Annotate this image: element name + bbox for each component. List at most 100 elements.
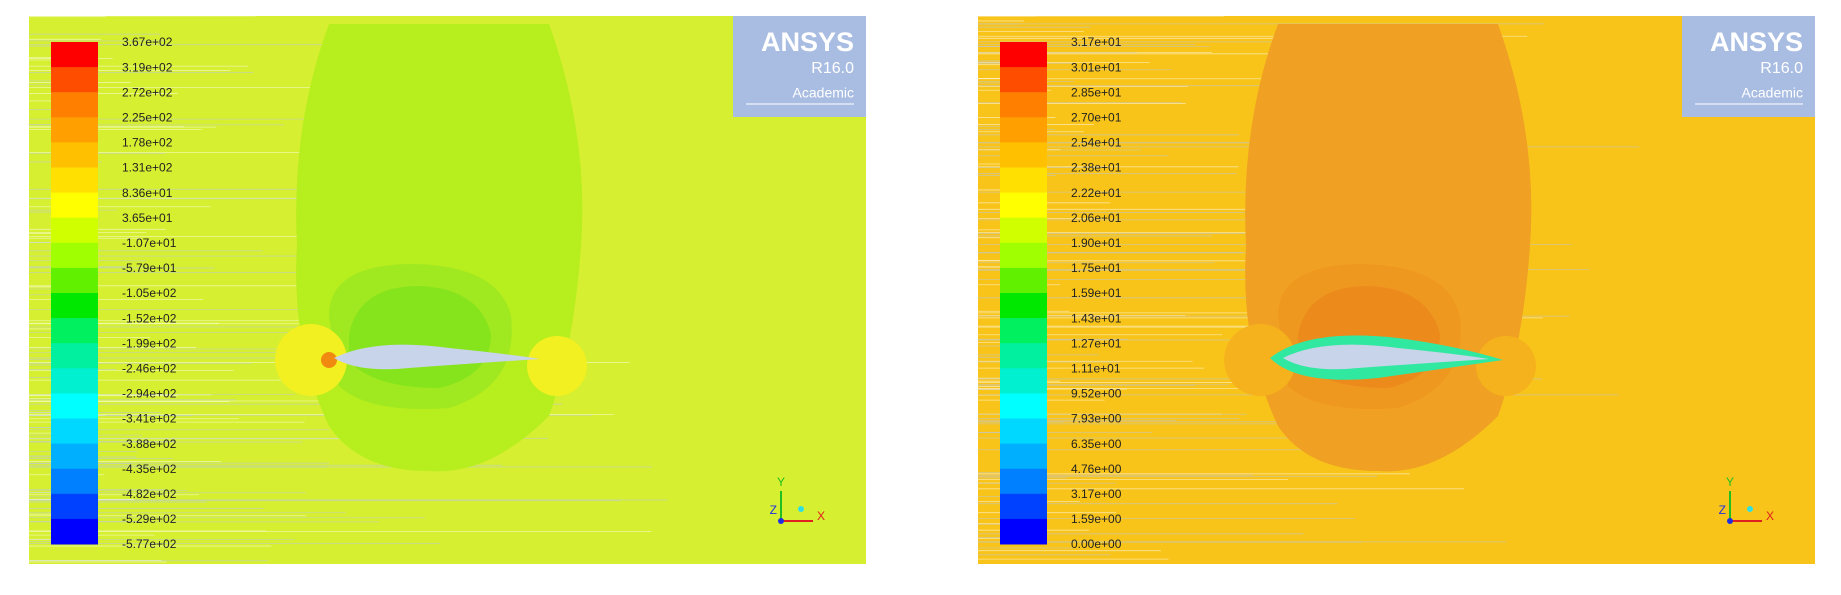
- colorbar-label: 1.11e+01: [1071, 361, 1121, 375]
- colorbar-label: 1.78e+02: [122, 136, 173, 150]
- colorbar-swatch: [1000, 368, 1047, 394]
- colorbar-swatch: [1000, 393, 1047, 419]
- colorbar-swatch: [1000, 518, 1047, 545]
- colorbar-label: 1.43e+01: [1071, 311, 1122, 325]
- colorbar-swatch: [1000, 217, 1047, 244]
- axis-marker: [798, 506, 804, 512]
- logo-version: R16.0: [1760, 60, 1803, 77]
- colorbar-swatch: [1000, 443, 1047, 470]
- axis-marker: [1747, 506, 1753, 512]
- colorbar-swatch: [51, 318, 98, 344]
- colorbar-label: 6.35e+00: [1071, 437, 1122, 451]
- colorbar-label: 2.72e+02: [122, 85, 173, 99]
- colorbar-swatch: [51, 267, 98, 294]
- colorbar-label: -5.77e+02: [122, 537, 177, 551]
- colorbar-label: 2.70e+01: [1071, 110, 1122, 124]
- contour-panel: 3.17e+01 3.01e+01 2.85e+01 2.70e+01 2.54e+01…: [978, 15, 1815, 564]
- colorbar-label: 3.01e+01: [1071, 60, 1122, 74]
- axis-label-z: Z: [1719, 503, 1726, 517]
- stagnation-region: [275, 324, 347, 396]
- colorbar-label: 2.22e+01: [1071, 186, 1122, 200]
- colorbar-swatch: [51, 117, 98, 143]
- colorbar-label: -2.94e+02: [122, 387, 177, 401]
- contour-panel: 3.67e+02 3.19e+02 2.72e+02 2.25e+02 1.78e+02…: [29, 15, 866, 564]
- colorbar-label: 1.90e+01: [1071, 236, 1122, 250]
- colorbar-label: 1.31e+02: [122, 161, 173, 175]
- colorbar-label: -1.05e+02: [122, 286, 177, 300]
- colorbar-swatch: [1000, 318, 1047, 344]
- colorbar-label: 2.38e+01: [1071, 161, 1122, 175]
- colorbar-label: 7.93e+00: [1071, 412, 1122, 426]
- axis-label-y: Y: [1726, 475, 1734, 489]
- colorbar-label: 3.19e+02: [122, 60, 173, 74]
- colorbar-label: 3.17e+01: [1071, 35, 1122, 49]
- colorbar-label: -1.52e+02: [122, 311, 177, 325]
- colorbar-swatch: [1000, 267, 1047, 294]
- colorbar-label: 2.25e+02: [122, 110, 173, 124]
- colorbar-label: 2.06e+01: [1071, 211, 1122, 225]
- airfoil: [1283, 344, 1489, 370]
- colorbar-swatch: [1000, 117, 1047, 143]
- logo-box: [1682, 16, 1815, 117]
- logo-edition: Academic: [1742, 85, 1803, 101]
- colorbar-label: -3.88e+02: [122, 437, 177, 451]
- axis-label-x: X: [1766, 509, 1774, 523]
- airfoil: [334, 344, 540, 370]
- colorbar-swatch: [51, 443, 98, 470]
- colorbar-label: 4.76e+00: [1071, 462, 1122, 476]
- colorbar-swatch: [51, 242, 98, 269]
- colorbar-label: 0.00e+00: [1071, 537, 1122, 551]
- colorbar-swatch: [51, 343, 98, 369]
- colorbar-swatch: [51, 67, 98, 93]
- colorbar-swatch: [1000, 418, 1047, 445]
- colorbar-swatch: [1000, 192, 1047, 219]
- colorbar-swatch: [1000, 142, 1047, 168]
- logo-brand: ANSYS: [761, 27, 854, 57]
- colorbar-swatch: [51, 42, 98, 68]
- colorbar-label: 1.27e+01: [1071, 336, 1122, 350]
- stagnation-region: [527, 336, 587, 396]
- colorbar-label: 3.17e+00: [1071, 487, 1122, 501]
- colorbar-swatch: [1000, 293, 1047, 319]
- colorbar-label: 1.59e+01: [1071, 286, 1122, 300]
- colorbar-label: -5.79e+01: [122, 261, 177, 275]
- contour-region: [349, 286, 491, 388]
- colorbar-label: 3.65e+01: [122, 211, 173, 225]
- colorbar-label: 1.59e+00: [1071, 512, 1122, 526]
- colorbar-swatch: [51, 493, 98, 520]
- colorbar-swatch: [51, 192, 98, 219]
- logo-box: [733, 16, 866, 117]
- colorbar-label: -4.35e+02: [122, 462, 177, 476]
- colorbar-label: 3.67e+02: [122, 35, 173, 49]
- colorbar-swatch: [51, 393, 98, 419]
- logo-version: R16.0: [811, 60, 854, 77]
- colorbar-label: 9.52e+00: [1071, 387, 1122, 401]
- colorbar-label: -4.82e+02: [122, 487, 177, 501]
- colorbar-label: 8.36e+01: [122, 186, 173, 200]
- colorbar-label: 2.85e+01: [1071, 85, 1122, 99]
- axis-label-y: Y: [777, 475, 785, 489]
- colorbar-swatch: [51, 293, 98, 319]
- colorbar-swatch: [1000, 242, 1047, 269]
- colorbar-swatch: [1000, 42, 1047, 68]
- colorbar-swatch: [51, 468, 98, 495]
- colorbar-label: -1.99e+02: [122, 336, 177, 350]
- axis-origin: [778, 518, 784, 524]
- colorbar-swatch: [51, 92, 98, 118]
- stagnation-core: [321, 352, 337, 368]
- colorbar-swatch: [51, 518, 98, 545]
- colorbar-swatch: [1000, 67, 1047, 93]
- axis-label-z: Z: [770, 503, 777, 517]
- logo-brand: ANSYS: [1710, 27, 1803, 57]
- logo-edition: Academic: [793, 85, 854, 101]
- colorbar-swatch: [1000, 343, 1047, 369]
- colorbar-label: -3.41e+02: [122, 412, 177, 426]
- axis-origin: [1727, 518, 1733, 524]
- colorbar-swatch: [1000, 167, 1047, 194]
- stagnation-region: [1224, 324, 1296, 396]
- colorbar-label: -2.46e+02: [122, 361, 177, 375]
- colorbar-label: 1.75e+01: [1071, 261, 1122, 275]
- colorbar-swatch: [51, 217, 98, 244]
- colorbar-swatch: [51, 418, 98, 445]
